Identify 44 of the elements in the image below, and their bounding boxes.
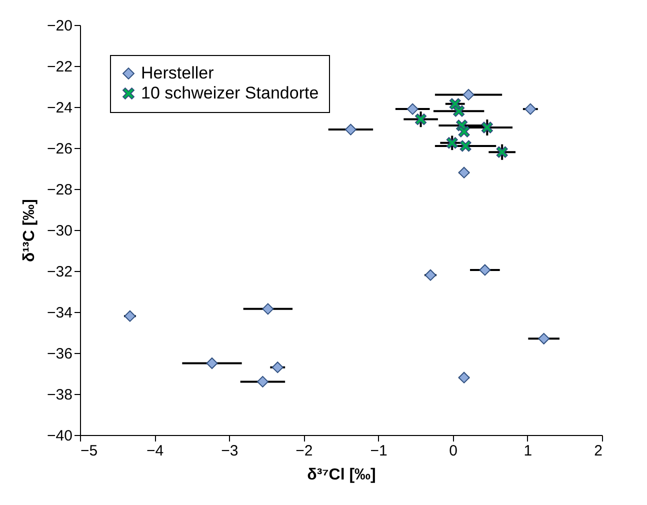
point	[479, 264, 491, 276]
point	[446, 137, 458, 149]
point	[424, 269, 436, 281]
point	[344, 124, 356, 136]
x-tick-label: 2	[594, 442, 602, 460]
y-tick-label: −24	[47, 100, 72, 116]
y-tick-label: −26	[47, 140, 72, 158]
point	[460, 140, 472, 152]
y-tick-label: −28	[47, 182, 72, 198]
point	[458, 372, 470, 384]
point	[453, 105, 465, 117]
y-tick-label: −20	[47, 18, 72, 34]
point	[458, 166, 470, 178]
point	[524, 103, 536, 115]
point	[415, 114, 427, 126]
y-tick-label: −36	[47, 346, 72, 362]
x-tick-label: −4	[146, 442, 164, 460]
y-tick-label: −38	[47, 386, 72, 404]
x-tick-label: 1	[524, 442, 532, 460]
point	[462, 88, 474, 100]
x-tick-label: −1	[370, 442, 388, 460]
legend-label: 10 schweizer Standorte	[141, 84, 319, 102]
x-tick-label: 0	[449, 442, 458, 460]
point	[538, 332, 550, 344]
x-tick-label: −5	[80, 442, 98, 460]
x-tick-label: −3	[221, 442, 238, 460]
y-tick-label: −30	[47, 222, 72, 240]
y-tick-label: −32	[47, 264, 72, 280]
x-tick-label: −2	[296, 442, 313, 460]
point	[496, 146, 508, 158]
y-tick-label: −34	[47, 304, 72, 322]
y-axis-title: δ¹³C [‰]	[21, 198, 38, 262]
point	[124, 310, 136, 322]
point	[256, 376, 268, 388]
point	[262, 303, 274, 315]
y-tick-label: −40	[47, 428, 72, 444]
y-tick-label: −22	[47, 58, 72, 76]
point	[481, 122, 493, 134]
x-axis-title: δ³⁷Cl [‰]	[307, 466, 376, 484]
point	[206, 358, 218, 369]
point	[272, 362, 284, 374]
point	[458, 126, 470, 138]
legend-label: Hersteller	[141, 64, 214, 82]
point	[406, 103, 418, 115]
